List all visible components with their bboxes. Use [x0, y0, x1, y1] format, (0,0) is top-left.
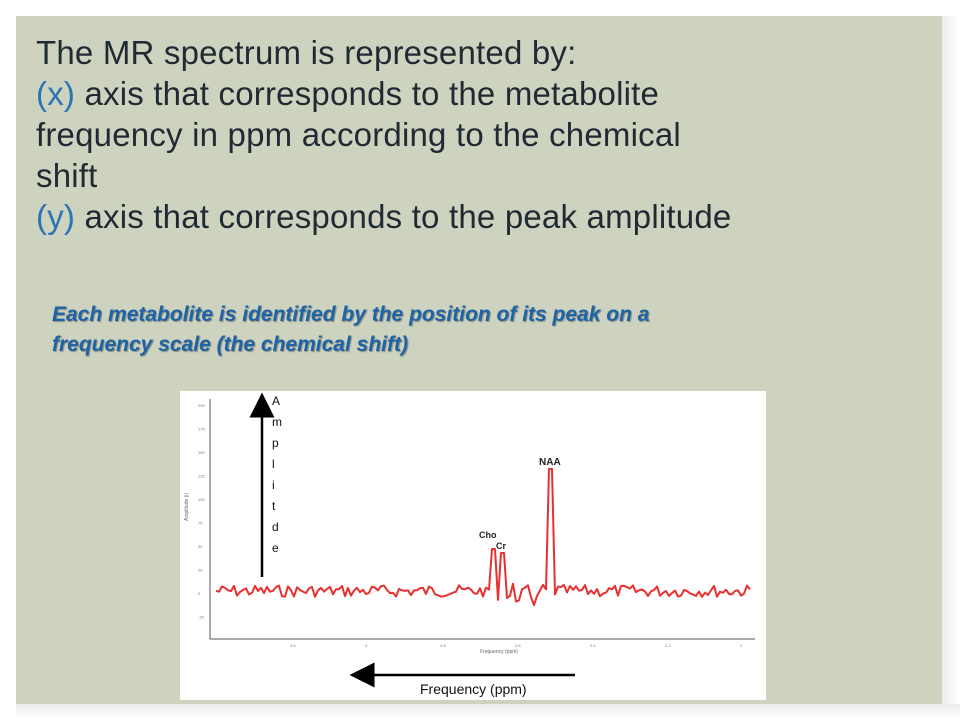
x-tick-label: 3: [365, 643, 368, 648]
plot-x-ticks: 3.6 3 2.8 2.6 2.4 2.2 2: [290, 643, 743, 648]
y-tick-label: 175: [198, 427, 205, 432]
y-axis-description: axis that corresponds to the peak amplit…: [75, 198, 732, 235]
y-tick-label: 75: [198, 521, 203, 526]
amplitude-letter: l: [272, 457, 275, 471]
x-axis-marker: (x): [36, 75, 76, 112]
y-tick-label: 25: [198, 568, 203, 573]
x-tick-label: 3.6: [290, 643, 296, 648]
slide-shadow-bottom: [16, 704, 960, 720]
amplitude-letter: m: [272, 415, 282, 429]
title-line-y-axis: (y) axis that corresponds to the peak am…: [36, 196, 926, 237]
y-tick-label: 50: [198, 544, 203, 549]
title-line-x-axis: (x) axis that corresponds to the metabol…: [36, 73, 926, 114]
amplitude-letter: A: [272, 394, 280, 408]
amplitude-letter: t: [272, 499, 276, 513]
naa-peak-label: NAA: [539, 457, 561, 468]
plot-x-label: Frequency (ppm): [480, 649, 518, 655]
y-tick-label: 125: [198, 474, 205, 479]
y-tick-label: 150: [198, 450, 205, 455]
x-tick-label: 2.8: [440, 643, 446, 648]
cho-peak-label: Cho: [479, 530, 497, 540]
slide-shadow-right: [942, 16, 960, 720]
note-line-1: Each metabolite is identified by the pos…: [52, 303, 650, 326]
plot-y-ticks: 200 175 150 125 100 75 50 25 0 -25: [198, 403, 205, 620]
title-line-1: The MR spectrum is represented by:: [36, 34, 577, 71]
y-tick-label: -25: [198, 615, 205, 620]
x-tick-label: 2.2: [665, 643, 671, 648]
title-line-3: frequency in ppm according to the chemic…: [36, 116, 681, 153]
amplitude-letter: p: [272, 436, 279, 450]
amplitude-letter: e: [272, 541, 279, 555]
note-block: Each metabolite is identified by the pos…: [52, 300, 912, 360]
amplitude-letter: i: [272, 478, 275, 492]
plot-y-label: Amplitude (i): [184, 493, 190, 521]
x-tick-label: 2.6: [515, 643, 521, 648]
amplitude-letter: d: [272, 520, 279, 534]
mr-spectrum-figure: 200 175 150 125 100 75 50 25 0 -25 3.6 3 2.8 2.6 2.4 2…: [180, 391, 766, 700]
spectrum-svg: 200 175 150 125 100 75 50 25 0 -25 3.6 3 2.8 2.6 2.4 2…: [184, 392, 755, 697]
title-line-4: shift: [36, 157, 98, 194]
y-tick-label: 0: [198, 591, 201, 596]
y-tick-label: 200: [198, 403, 205, 408]
cr-peak-label: Cr: [496, 541, 506, 551]
slide-title-block: The MR spectrum is represented by: (x) a…: [36, 32, 926, 237]
y-tick-label: 100: [198, 497, 205, 502]
spectrum-signal: [215, 468, 751, 607]
x-tick-label: 2: [740, 643, 743, 648]
x-axis-description: axis that corresponds to the metabolite: [75, 75, 660, 112]
x-tick-label: 2.4: [590, 643, 596, 648]
frequency-arrow-label: Frequency (ppm): [420, 681, 527, 697]
note-line-2: frequency scale (the chemical shift): [52, 333, 408, 356]
y-axis-marker: (y): [36, 198, 76, 235]
